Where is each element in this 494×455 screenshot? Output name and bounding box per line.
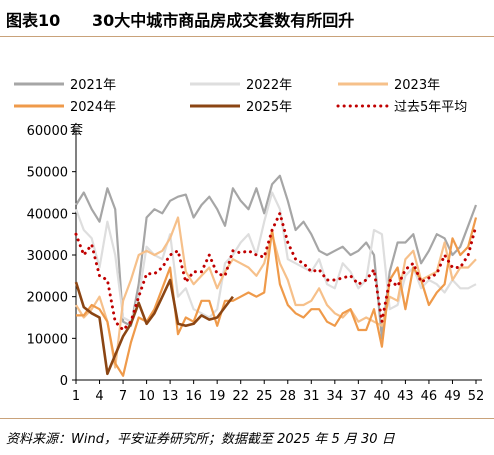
x-tick-label: 25 bbox=[256, 389, 273, 404]
legend-label-0: 2021年 bbox=[70, 78, 116, 93]
title-bar: 图表10 30大中城市商品房成交套数有所回升 bbox=[0, 0, 494, 37]
legend-label-3: 2024年 bbox=[70, 100, 116, 115]
y-tick-label: 30000 bbox=[27, 249, 68, 264]
footer: 资料来源：Wind，平安证券研究所；数据截至 2025 年 5 月 30 日 bbox=[0, 418, 494, 455]
axes: 0 10000 20000 30000 40000 50000 60000 套 1 4 7 10 13 1… bbox=[27, 122, 485, 404]
x-tick-label: 31 bbox=[303, 389, 320, 404]
series-line-1 bbox=[74, 191, 477, 323]
y-tick-label: 50000 bbox=[27, 166, 68, 181]
x-tick-label: 34 bbox=[327, 389, 344, 404]
series-line-2 bbox=[75, 216, 477, 369]
x-tick-label: 37 bbox=[350, 389, 367, 404]
x-tick-label: 43 bbox=[397, 389, 414, 404]
series-lines bbox=[74, 174, 478, 377]
y-tick-label: 40000 bbox=[27, 207, 68, 222]
x-tick-label: 7 bbox=[119, 389, 127, 404]
y-tick-label: 10000 bbox=[27, 332, 68, 347]
line-chart: 2021年 2022年 2023年 2024年 2025年 过去5年平均 0 10000 20… bbox=[14, 78, 485, 404]
x-tick-label: 49 bbox=[444, 389, 461, 404]
y-axis-unit: 套 bbox=[70, 122, 83, 138]
x-tick-label: 22 bbox=[232, 389, 249, 404]
chart-title: 30大中城市商品房成交套数有所回升 bbox=[92, 11, 355, 30]
y-tick-label: 20000 bbox=[27, 291, 68, 306]
legend-label-1: 2022年 bbox=[246, 78, 292, 93]
series-line-3 bbox=[76, 217, 478, 377]
x-tick-label: 4 bbox=[95, 389, 103, 404]
legend-label-4: 2025年 bbox=[246, 100, 292, 115]
figure-number: 图表10 bbox=[6, 11, 61, 30]
x-tick-label: 10 bbox=[138, 389, 155, 404]
x-tick-label: 16 bbox=[185, 389, 202, 404]
x-tick-label: 19 bbox=[209, 389, 226, 404]
x-tick-label: 52 bbox=[468, 389, 485, 404]
series-line-4 bbox=[74, 278, 234, 376]
x-tick-label: 1 bbox=[72, 389, 80, 404]
x-tick-label: 40 bbox=[374, 389, 391, 404]
y-tick-label: 60000 bbox=[27, 124, 68, 139]
x-tick-label: 28 bbox=[279, 389, 296, 404]
legend-label-5: 过去5年平均 bbox=[394, 100, 467, 115]
y-tick-label: 0 bbox=[60, 374, 68, 389]
x-tick-label: 46 bbox=[421, 389, 438, 404]
legend-label-2: 2023年 bbox=[394, 78, 440, 93]
source-note: 资料来源：Wind，平安证券研究所；数据截至 2025 年 5 月 30 日 bbox=[6, 432, 395, 447]
legend: 2021年 2022年 2023年 2024年 2025年 过去5年平均 bbox=[14, 78, 467, 115]
x-tick-label: 13 bbox=[162, 389, 179, 404]
series-line-0 bbox=[75, 174, 478, 340]
